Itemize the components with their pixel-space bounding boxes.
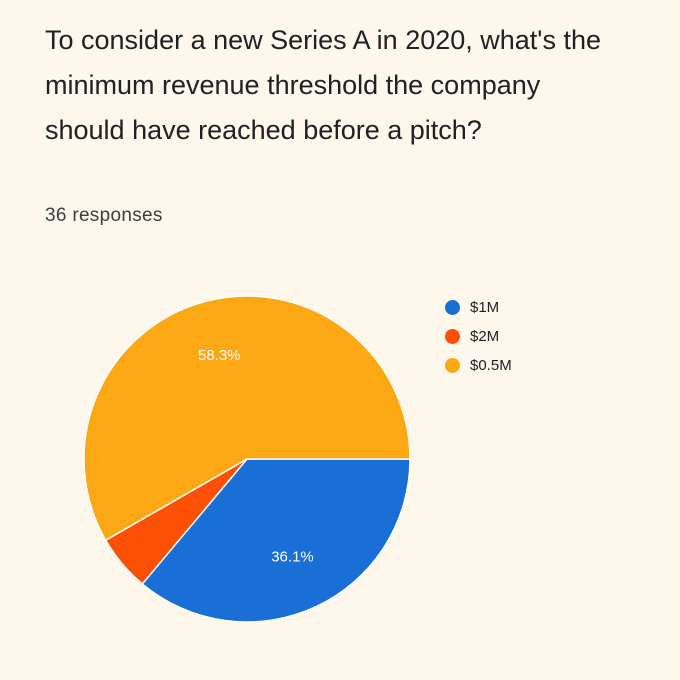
legend-item[interactable]: $1M [445, 293, 512, 322]
legend-swatch [445, 358, 460, 373]
legend-label: $2M [470, 328, 500, 345]
legend: $1M $2M $0.5M [445, 293, 512, 380]
legend-item[interactable]: $2M [445, 322, 512, 351]
response-count: 36 responses [45, 205, 163, 226]
slice-value-label: 58.3% [198, 347, 241, 364]
pie-slice-1m[interactable] [141, 458, 411, 623]
question-title: To consider a new Series A in 2020, what… [45, 25, 601, 145]
legend-label: $1M [470, 299, 500, 316]
legend-swatch [445, 329, 460, 344]
slice-value-label: 36.1% [271, 548, 314, 565]
pie-slices [83, 295, 411, 623]
legend-item[interactable]: $0.5M [445, 351, 512, 380]
legend-label: $0.5M [470, 357, 512, 374]
legend-swatch [445, 300, 460, 315]
pie-slice-labels: 36.1% 58.3% [198, 347, 314, 565]
pie-slice-05m[interactable] [83, 295, 411, 542]
